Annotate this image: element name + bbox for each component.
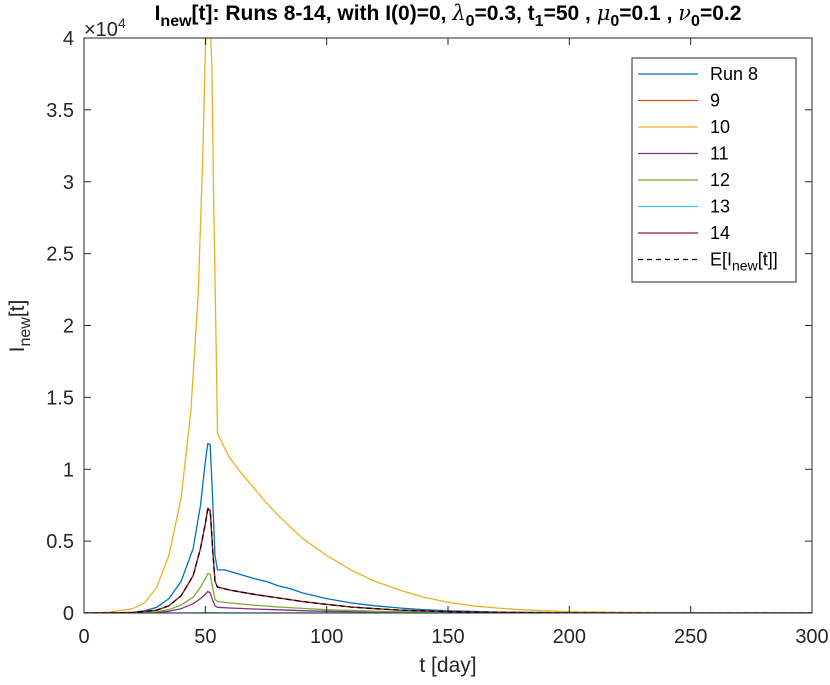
legend-label: 14 [710, 223, 730, 243]
text-part: new [732, 258, 759, 274]
legend-label: 12 [710, 170, 730, 190]
exponent-base: ×10 [84, 19, 118, 41]
text-part: I [155, 2, 161, 25]
series-line [84, 38, 812, 613]
y-tick-label: 2.5 [46, 244, 74, 266]
text-part: I [6, 347, 29, 353]
text-part: =50 , [544, 2, 597, 25]
x-axis: 0 50 100 150 200 250 300 [78, 38, 829, 648]
text-part: [t]] [758, 250, 778, 270]
y-tick-label: 4 [63, 28, 74, 50]
text-part: new [17, 317, 34, 347]
legend-label: 11 [710, 144, 729, 164]
text-part: 1 [535, 13, 544, 30]
text-part: 0 [610, 13, 619, 30]
y-tick-label: 3.5 [46, 100, 74, 122]
x-tick-label: 200 [553, 626, 586, 648]
y-tick-label: 0.5 [46, 531, 74, 553]
x-tick-label: 50 [194, 626, 216, 648]
y-tick-label: 3 [63, 172, 74, 194]
series-line [84, 442, 812, 613]
y-axis: 0 0.5 1 1.5 2 2.5 3 3.5 4 [46, 28, 812, 625]
y-tick-label: 1 [63, 459, 74, 481]
y-tick-label: 1.5 [46, 387, 74, 409]
text-part: 0 [466, 13, 475, 30]
series-line [84, 590, 812, 613]
series-line [84, 508, 812, 613]
y-tick-label: 2 [63, 316, 74, 338]
x-tick-label: 300 [795, 626, 828, 648]
y-axis-exponent: ×104 [84, 15, 126, 41]
y-axis-label: Inew[t] [6, 300, 34, 353]
x-tick-label: 0 [78, 626, 89, 648]
text-part: 0 [691, 13, 700, 30]
x-axis-label: t [day] [419, 654, 476, 677]
legend-label: 13 [710, 197, 730, 217]
legend-label: E[Inew[t]] [710, 250, 778, 274]
text-part: [t] [6, 300, 29, 318]
legend-label: 9 [710, 91, 720, 111]
legend-label: 10 [710, 117, 730, 137]
text-part: =0.1 , [619, 2, 678, 25]
text-part: new [160, 13, 192, 30]
chart-title: Inew[t]: Runs 8-14, with I(0)=0, λ0=0.3,… [155, 1, 742, 30]
text-part: λ [451, 1, 465, 25]
series-line [84, 572, 812, 613]
x-tick-label: 100 [310, 626, 343, 648]
text-part: μ [597, 1, 611, 25]
exponent-power: 4 [118, 15, 126, 31]
text-part: E[I [710, 250, 732, 270]
legend: Run 8 9 10 11 12 13 14 E[Inew[t]] [631, 57, 797, 283]
y-tick-label: 0 [63, 603, 74, 625]
x-tick-label: 250 [674, 626, 707, 648]
text-part: ν [678, 1, 691, 25]
text-part: =0.2 [700, 2, 741, 25]
legend-box [631, 57, 797, 283]
text-part: [t]: Runs 8-14, with I(0)=0, [192, 2, 453, 25]
legend-label: Run 8 [710, 64, 758, 84]
x-tick-label: 150 [431, 626, 464, 648]
text-part: =0.3, t [475, 2, 535, 25]
